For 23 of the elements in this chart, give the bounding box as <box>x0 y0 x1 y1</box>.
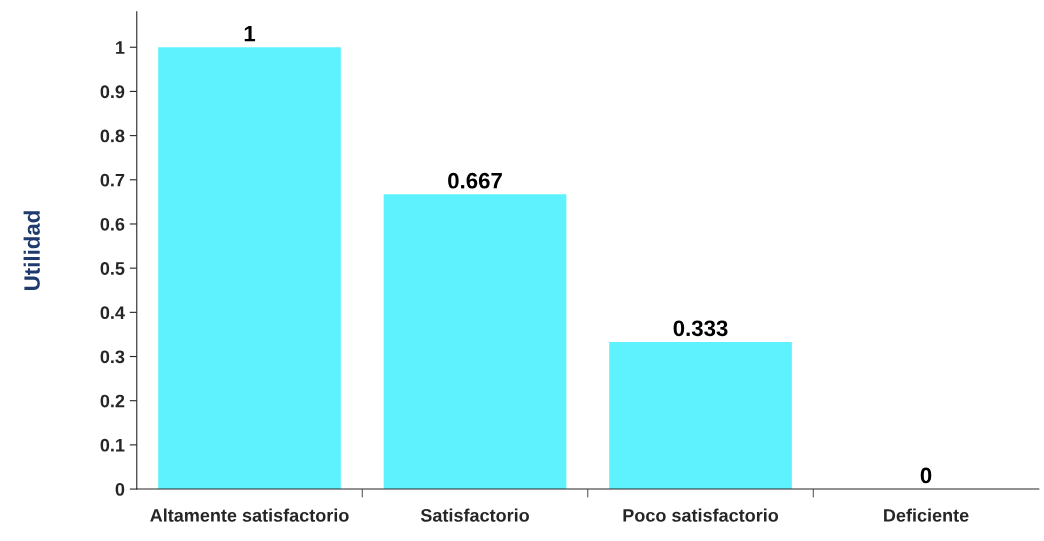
y-axis-title: Utilidad <box>23 211 40 290</box>
bar <box>158 47 341 490</box>
y-tick-label: 0.5 <box>100 262 125 275</box>
y-tick-label: 0.2 <box>100 394 125 408</box>
bar <box>609 341 792 490</box>
data-label: 0 <box>920 467 932 484</box>
y-tick-label: 0.6 <box>100 217 125 231</box>
bar <box>383 194 567 490</box>
data-label: 0.333 <box>673 320 728 337</box>
x-tick-label: Satisfactorio <box>420 508 529 522</box>
data-label: 1 <box>244 25 256 42</box>
x-tick-label: Altamente satisfactorio <box>150 508 349 522</box>
y-tick-label: 0.9 <box>100 85 125 99</box>
x-tick-label: Poco satisfactorio <box>623 508 779 522</box>
y-tick-label: 1 <box>116 41 125 54</box>
y-tick-label: 0.3 <box>100 350 125 364</box>
y-tick-label: 0.8 <box>100 129 125 143</box>
data-label: 0.667 <box>448 172 502 189</box>
y-tick-label: 0 <box>115 483 125 496</box>
x-tick-label: Deficiente <box>884 508 969 522</box>
y-tick-label: 0.1 <box>100 438 125 452</box>
y-tick-label: 0.7 <box>100 173 125 187</box>
y-tick-label: 0.4 <box>100 306 125 320</box>
